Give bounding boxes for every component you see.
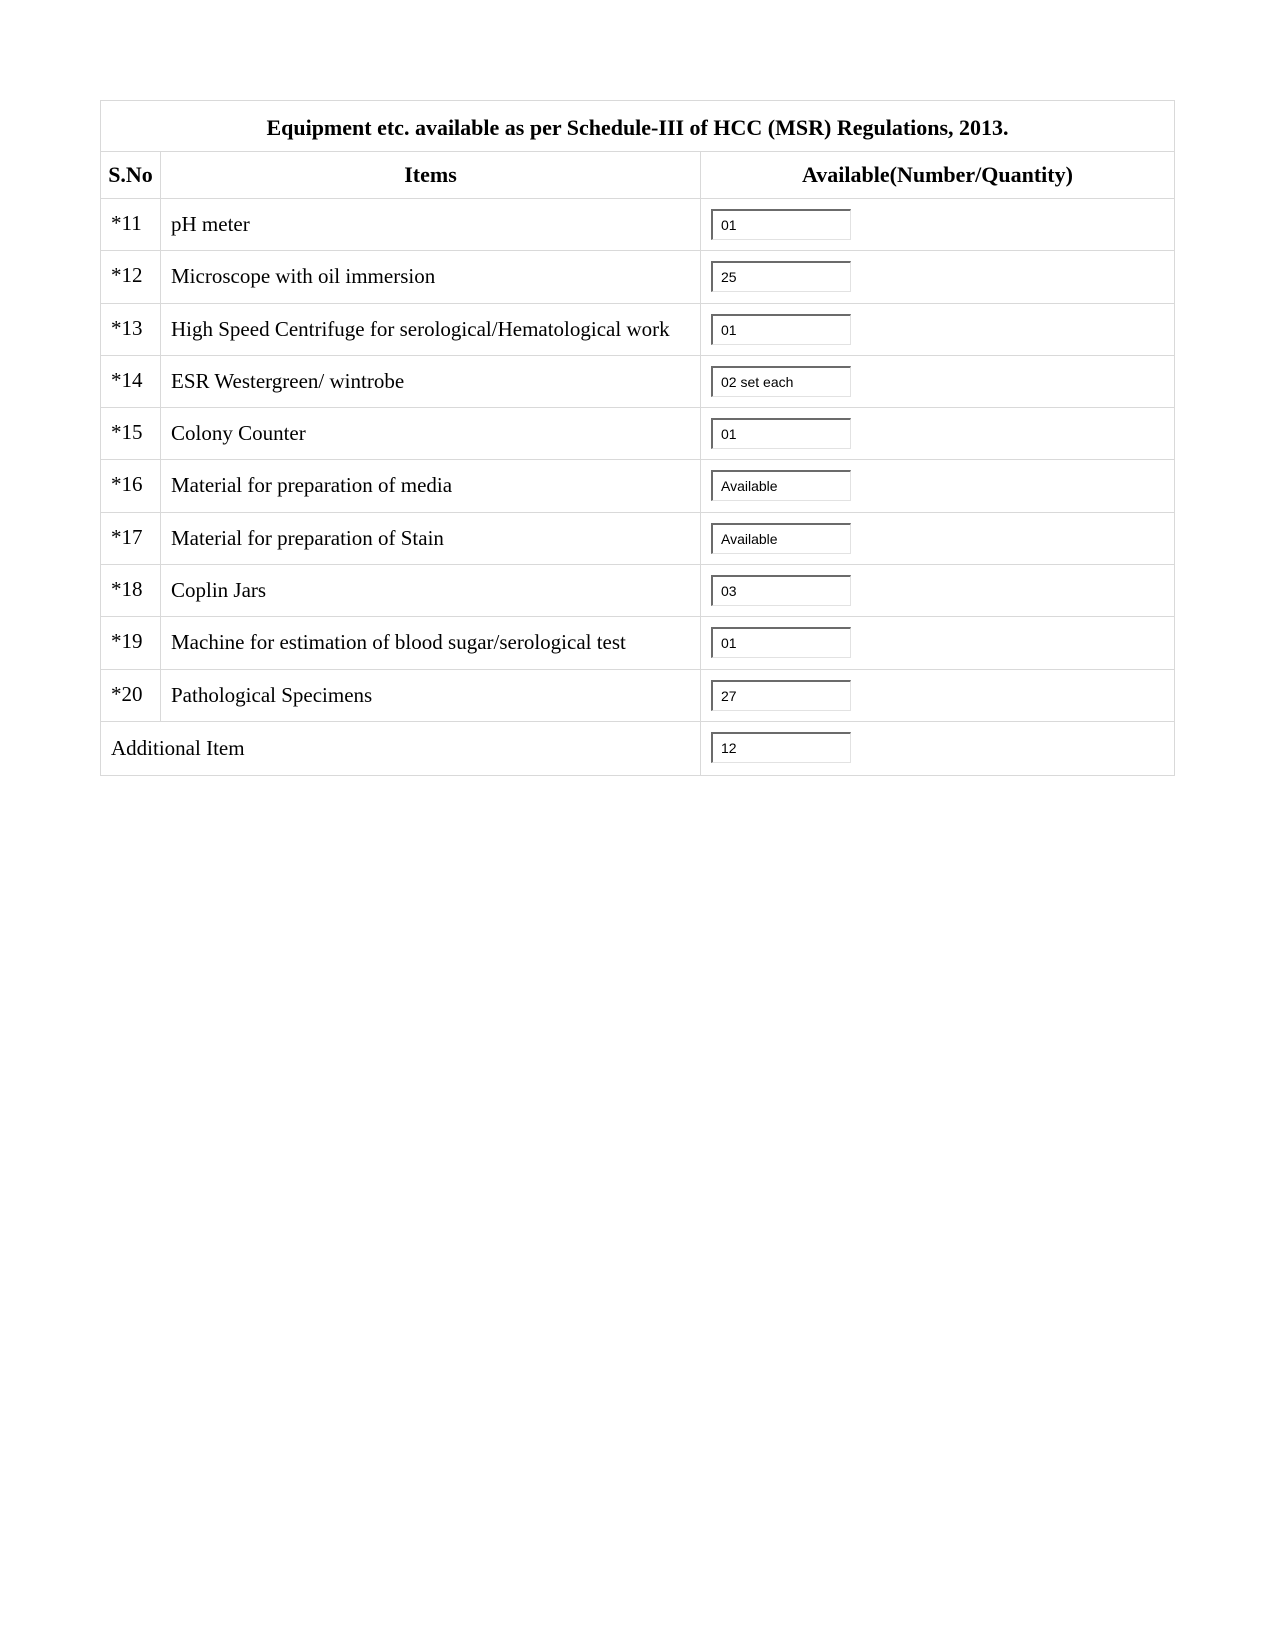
header-sno: S.No xyxy=(101,152,161,199)
cell-available: 01 xyxy=(701,617,1175,669)
header-available: Available(Number/Quantity) xyxy=(701,152,1175,199)
header-items: Items xyxy=(161,152,701,199)
cell-item: Colony Counter xyxy=(161,408,701,460)
cell-available: 25 xyxy=(701,251,1175,303)
page-container: Equipment etc. available as per Schedule… xyxy=(0,0,1275,776)
cell-sno: *14 xyxy=(101,355,161,407)
quantity-input[interactable]: 01 xyxy=(711,627,851,658)
cell-available: 01 xyxy=(701,303,1175,355)
table-row: *17 Material for preparation of Stain Av… xyxy=(101,512,1175,564)
additional-row: Additional Item 12 xyxy=(101,721,1175,775)
table-row: *19 Machine for estimation of blood suga… xyxy=(101,617,1175,669)
table-row: *12 Microscope with oil immersion 25 xyxy=(101,251,1175,303)
quantity-input[interactable]: Available xyxy=(711,470,851,501)
table-row: *18 Coplin Jars 03 xyxy=(101,565,1175,617)
cell-sno: *15 xyxy=(101,408,161,460)
cell-available: 27 xyxy=(701,669,1175,721)
table-row: *13 High Speed Centrifuge for serologica… xyxy=(101,303,1175,355)
title-row: Equipment etc. available as per Schedule… xyxy=(101,101,1175,152)
quantity-input[interactable]: 01 xyxy=(711,418,851,449)
cell-sno: *18 xyxy=(101,565,161,617)
cell-available: 01 xyxy=(701,199,1175,251)
cell-item: Machine for estimation of blood sugar/se… xyxy=(161,617,701,669)
cell-available: 02 set each xyxy=(701,355,1175,407)
quantity-input[interactable]: Available xyxy=(711,523,851,554)
cell-sno: *16 xyxy=(101,460,161,512)
table-row: *14 ESR Westergreen/ wintrobe 02 set eac… xyxy=(101,355,1175,407)
table-row: *11 pH meter 01 xyxy=(101,199,1175,251)
table-row: *15 Colony Counter 01 xyxy=(101,408,1175,460)
cell-available: 03 xyxy=(701,565,1175,617)
cell-item: High Speed Centrifuge for serological/He… xyxy=(161,303,701,355)
table-row: *16 Material for preparation of media Av… xyxy=(101,460,1175,512)
cell-sno: *20 xyxy=(101,669,161,721)
quantity-input[interactable]: 12 xyxy=(711,732,851,763)
cell-available: Available xyxy=(701,512,1175,564)
table-title: Equipment etc. available as per Schedule… xyxy=(101,101,1175,152)
quantity-input[interactable]: 01 xyxy=(711,314,851,345)
cell-item: Material for preparation of Stain xyxy=(161,512,701,564)
cell-item: Material for preparation of media xyxy=(161,460,701,512)
quantity-input[interactable]: 03 xyxy=(711,575,851,606)
quantity-input[interactable]: 25 xyxy=(711,261,851,292)
cell-available: 12 xyxy=(701,721,1175,775)
additional-item-label: Additional Item xyxy=(101,721,701,775)
cell-sno: *19 xyxy=(101,617,161,669)
cell-sno: *12 xyxy=(101,251,161,303)
cell-sno: *17 xyxy=(101,512,161,564)
table-row: *20 Pathological Specimens 27 xyxy=(101,669,1175,721)
cell-item: Coplin Jars xyxy=(161,565,701,617)
table-body: *11 pH meter 01 *12 Microscope with oil … xyxy=(101,199,1175,776)
cell-sno: *11 xyxy=(101,199,161,251)
cell-available: Available xyxy=(701,460,1175,512)
quantity-input[interactable]: 02 set each xyxy=(711,366,851,397)
equipment-table: Equipment etc. available as per Schedule… xyxy=(100,100,1175,776)
quantity-input[interactable]: 27 xyxy=(711,680,851,711)
header-row: S.No Items Available(Number/Quantity) xyxy=(101,152,1175,199)
cell-item: Pathological Specimens xyxy=(161,669,701,721)
cell-sno: *13 xyxy=(101,303,161,355)
cell-item: ESR Westergreen/ wintrobe xyxy=(161,355,701,407)
cell-item: pH meter xyxy=(161,199,701,251)
quantity-input[interactable]: 01 xyxy=(711,209,851,240)
cell-available: 01 xyxy=(701,408,1175,460)
cell-item: Microscope with oil immersion xyxy=(161,251,701,303)
